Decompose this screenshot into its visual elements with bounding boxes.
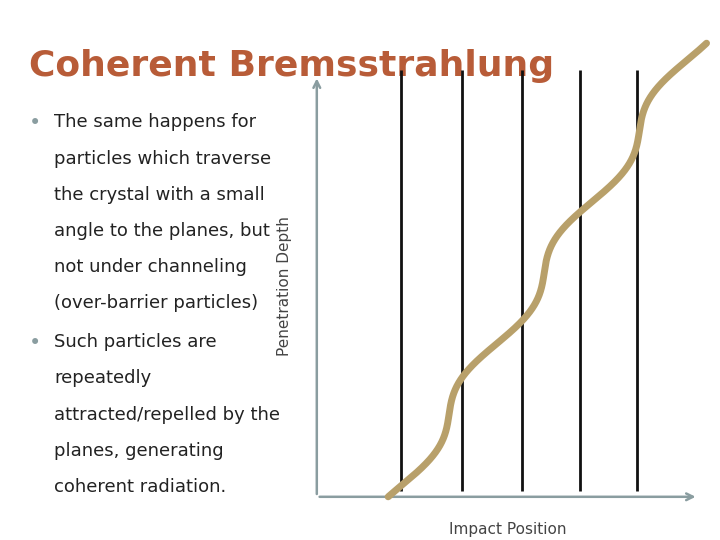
Text: Impact Position: Impact Position (449, 522, 567, 537)
Text: coherent radiation.: coherent radiation. (54, 478, 226, 496)
Text: •: • (29, 113, 41, 133)
Text: not under channeling: not under channeling (54, 258, 247, 276)
Text: (over-barrier particles): (over-barrier particles) (54, 294, 258, 312)
Text: The same happens for: The same happens for (54, 113, 256, 131)
Text: Coherent Bremsstrahlung: Coherent Bremsstrahlung (29, 49, 554, 83)
Text: angle to the planes, but: angle to the planes, but (54, 222, 270, 240)
Text: the crystal with a small: the crystal with a small (54, 186, 265, 204)
Text: particles which traverse: particles which traverse (54, 150, 271, 167)
Text: •: • (29, 333, 41, 353)
Text: Such particles are: Such particles are (54, 333, 217, 351)
Text: attracted/repelled by the: attracted/repelled by the (54, 406, 280, 423)
Text: Penetration Depth: Penetration Depth (277, 216, 292, 356)
Text: repeatedly: repeatedly (54, 369, 151, 387)
Text: planes, generating: planes, generating (54, 442, 224, 460)
